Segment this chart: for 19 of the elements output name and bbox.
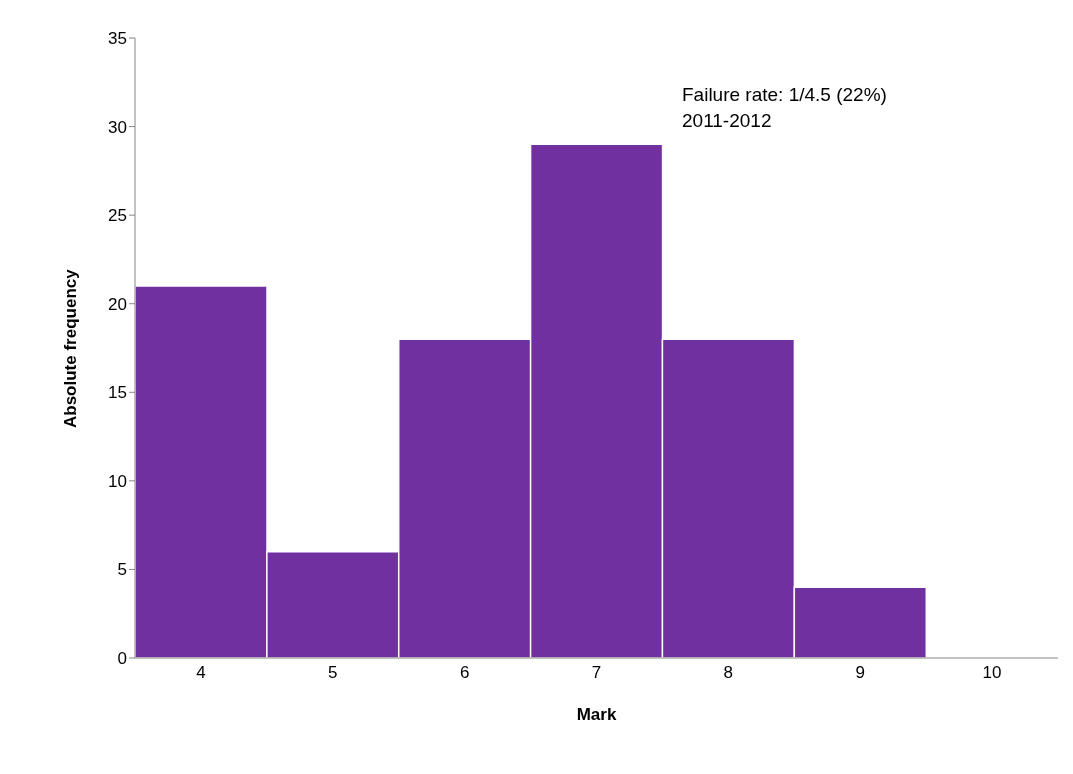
x-tick-label: 9 [855,663,865,683]
x-tick-label: 6 [459,663,470,683]
x-axis-title: Mark [576,705,617,724]
y-tick-label: 10 [108,471,127,491]
y-tick-label: 20 [108,294,127,314]
x-tick-label: 10 [982,663,1002,683]
x-tick-label: 8 [723,663,734,683]
x-tick-label: 4 [196,663,206,683]
x-tick-label: 7 [591,663,602,683]
annotation: Failure rate: 1/4.5 (22%) [682,83,887,107]
y-tick-label: 0 [117,649,127,669]
x-tick-label: 5 [328,663,338,683]
y-tick-label: 25 [108,206,127,226]
y-tick-label: 5 [117,560,127,580]
annotation: 2011-2012 [682,109,773,133]
y-axis-title: Absolute frequency [61,268,81,428]
y-tick-label: 30 [108,117,127,137]
y-tick-label: 35 [108,29,127,49]
y-tick-label: 15 [108,383,127,403]
